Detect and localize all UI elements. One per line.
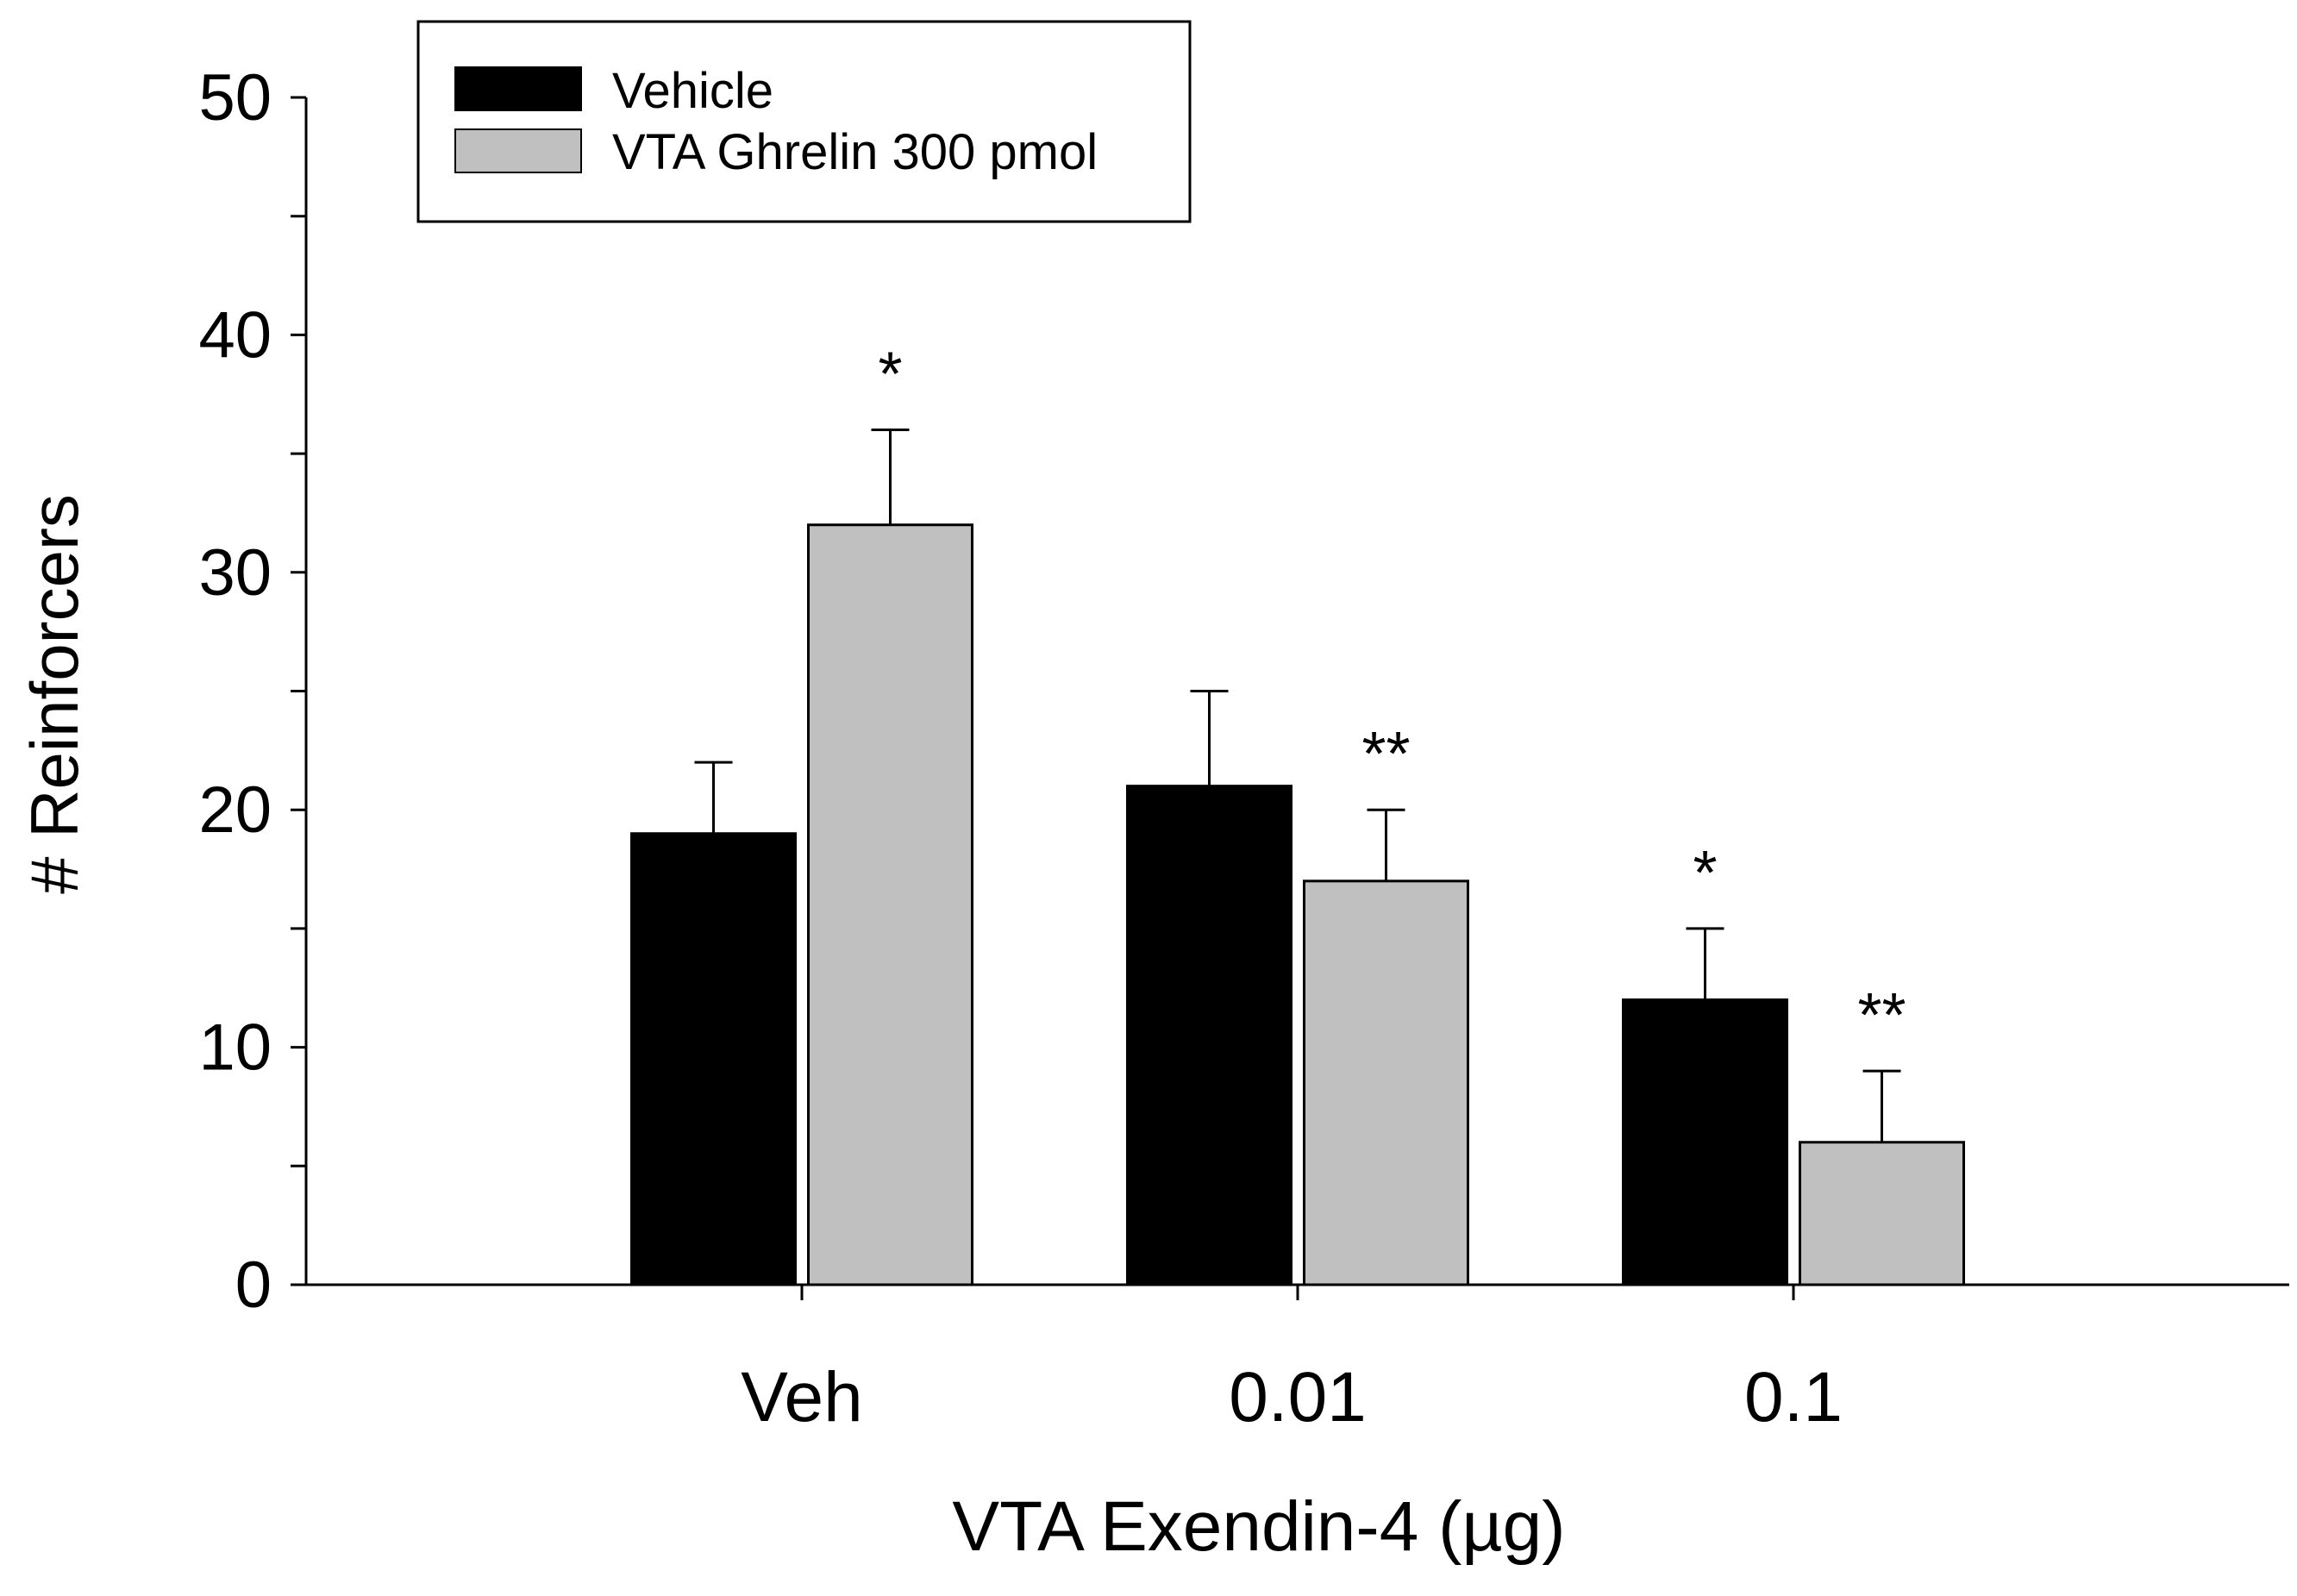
legend-swatch-ghrelin xyxy=(454,128,582,173)
x-axis-title: VTA Exendin-4 (µg) xyxy=(952,1487,1565,1566)
significance-mark: ** xyxy=(1857,981,1906,1050)
bar-ghrelin-2 xyxy=(1799,1141,1965,1286)
bar-ghrelin-1 xyxy=(1303,879,1469,1286)
y-tick-label: 20 xyxy=(198,773,272,847)
axis-labels: # Reinforcers VTA Exendin-4 (µg) xyxy=(16,494,1566,1566)
y-axis-title: # Reinforcers xyxy=(16,494,92,894)
y-tick-label: 10 xyxy=(198,1011,272,1085)
y-tick-label: 50 xyxy=(198,61,272,135)
bar-vehicle-0 xyxy=(630,832,797,1286)
y-tick-label: 40 xyxy=(198,298,272,372)
legend-swatch-vehicle xyxy=(454,66,582,111)
y-tick-label: 30 xyxy=(198,536,272,610)
legend-label-vehicle: Vehicle xyxy=(612,63,773,119)
axes: 0 10 20 30 40 50 Veh 0.01 0.1 xyxy=(198,61,2289,1436)
legend: Vehicle VTA Ghrelin 300 pmol xyxy=(416,20,1192,223)
significance-mark: * xyxy=(878,341,902,410)
significance-mark: * xyxy=(1693,839,1717,908)
legend-label-ghrelin: VTA Ghrelin 300 pmol xyxy=(612,124,1098,180)
bar-vehicle-1 xyxy=(1126,785,1292,1286)
significance-mark: ** xyxy=(1361,720,1410,789)
bar-vehicle-2 xyxy=(1622,998,1788,1286)
x-tick-label: Veh xyxy=(741,1358,862,1436)
y-tick-label: 0 xyxy=(235,1249,272,1322)
bars: ****** xyxy=(630,341,1965,1286)
legend-box xyxy=(416,20,1192,223)
bar-ghrelin-0 xyxy=(807,523,973,1286)
x-tick-label: 0.1 xyxy=(1744,1358,1843,1436)
x-tick-label: 0.01 xyxy=(1229,1358,1367,1436)
